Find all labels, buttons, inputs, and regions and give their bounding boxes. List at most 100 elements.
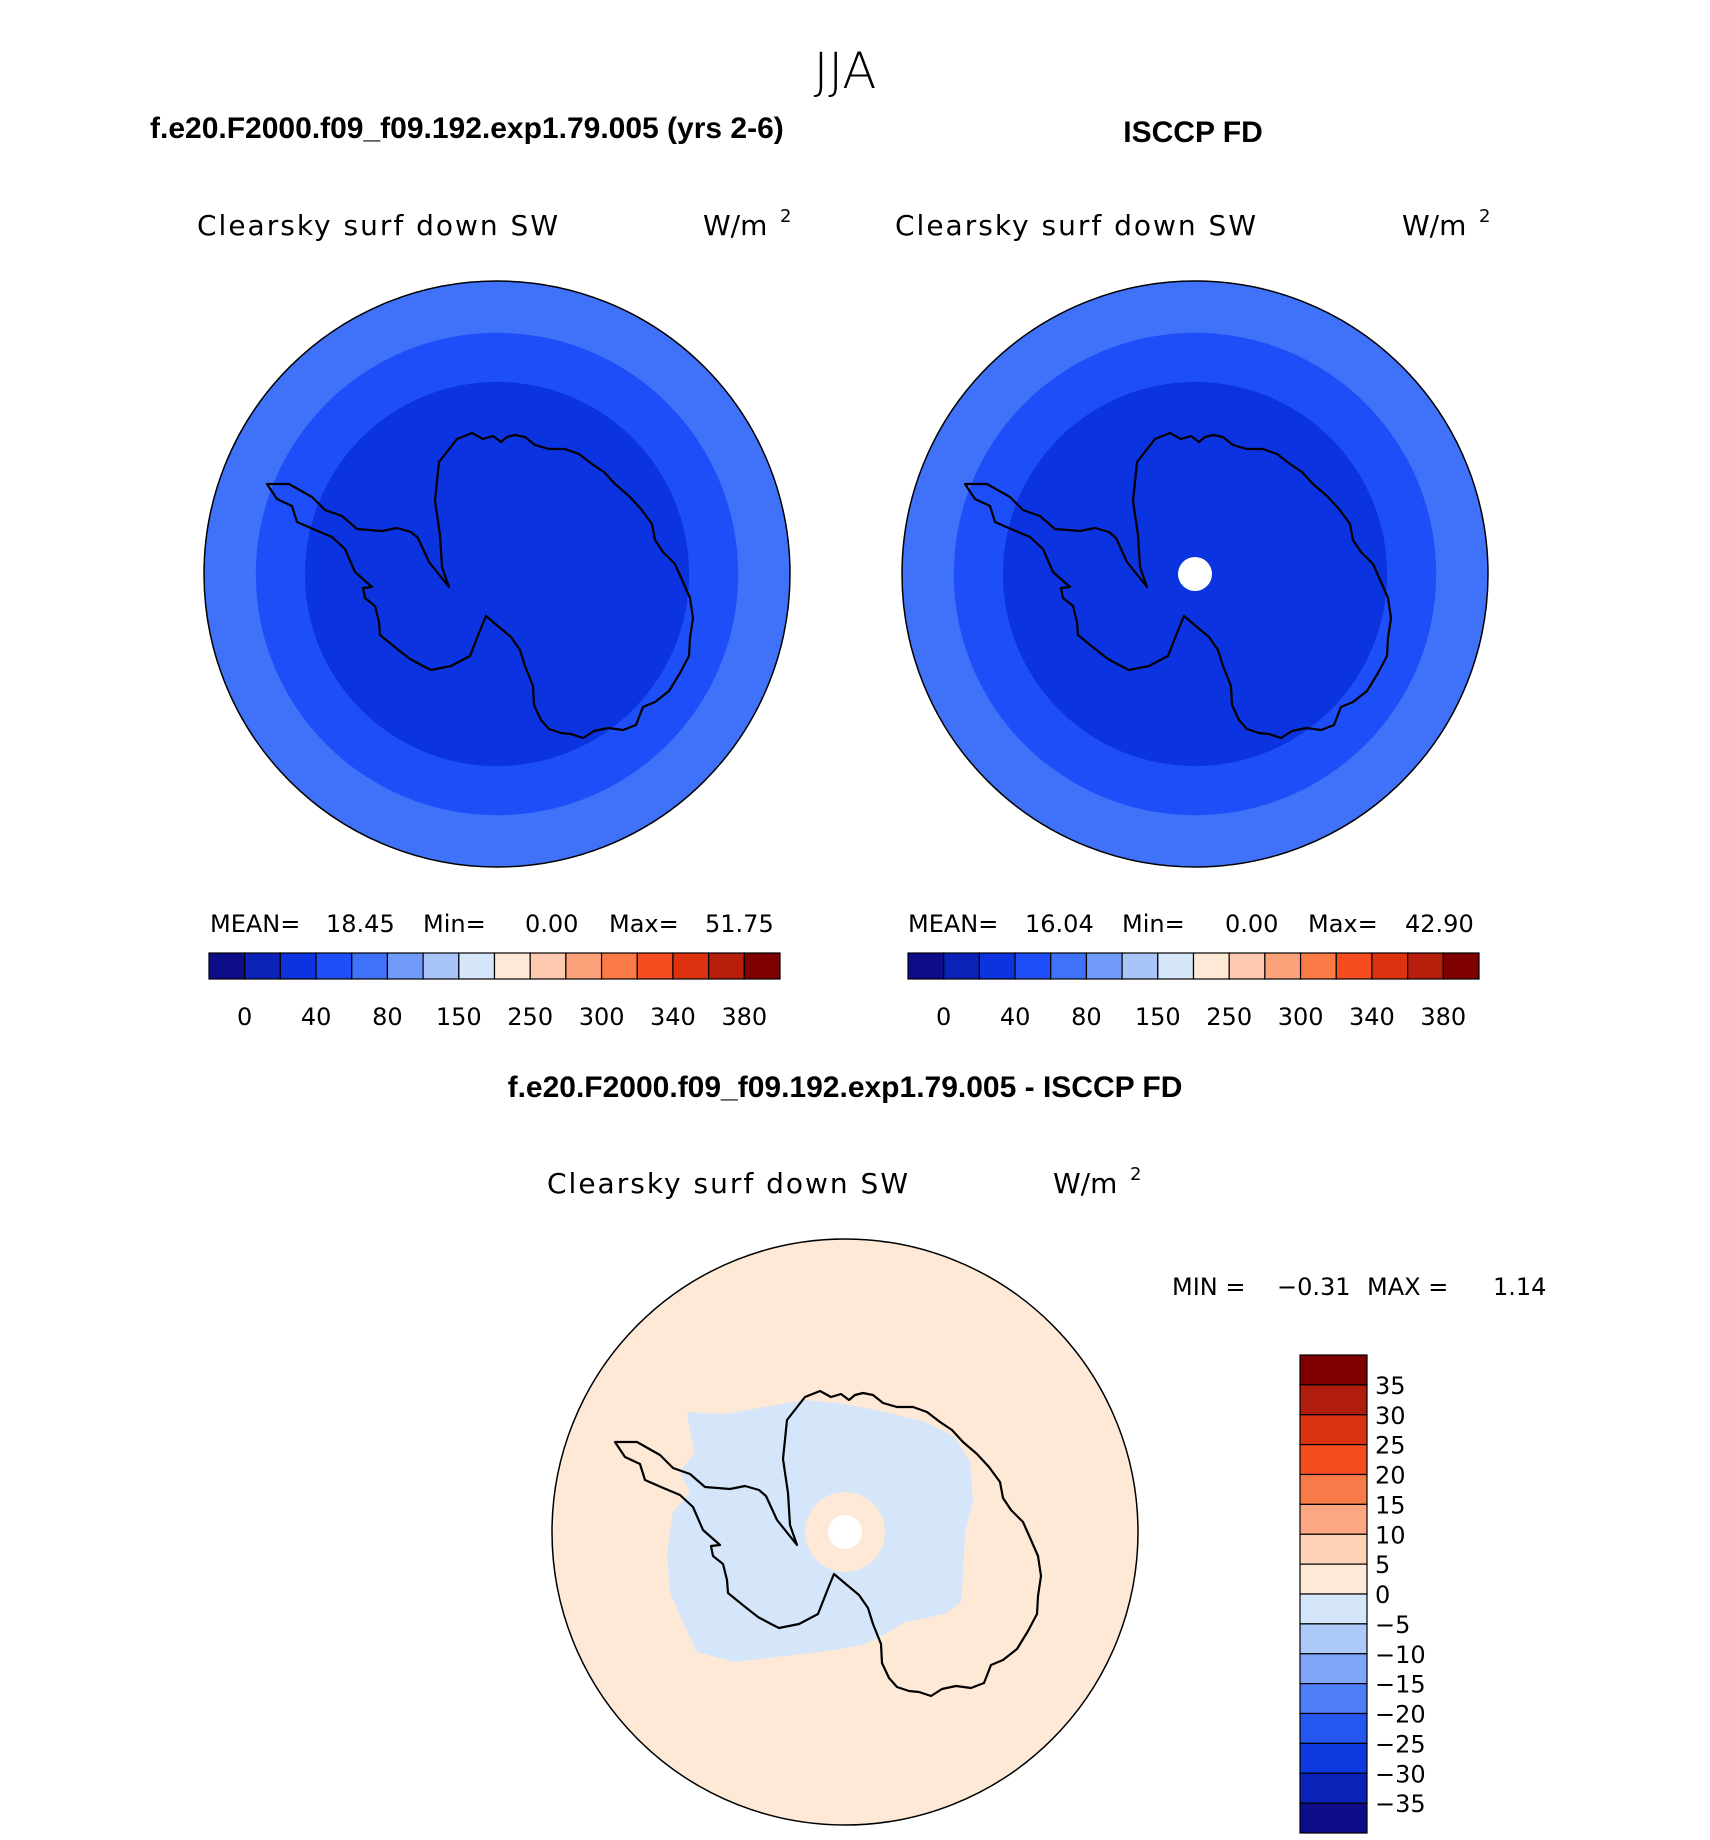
panel-difference-max-label: MAX = — [1367, 1273, 1448, 1301]
panel-difference-min-label: MIN = — [1172, 1273, 1245, 1301]
season-title: JJA — [814, 42, 877, 100]
panel-obs-min-value: 0.00 — [1225, 910, 1278, 938]
colorbar-box — [208, 952, 246, 980]
panel-obs-max-label: Max= — [1308, 910, 1378, 938]
colorbar-box — [636, 952, 674, 980]
panel-obs-mean-label: MEAN= — [908, 910, 998, 938]
colorbar-tick-label: −10 — [1375, 1641, 1426, 1669]
colorbar-tick-label: 250 — [507, 1003, 553, 1031]
missing-data-pole — [1178, 557, 1212, 591]
panel-difference-units: W/m 2 — [1053, 1164, 1141, 1200]
colorbar-box — [708, 952, 745, 980]
colorbar-box — [1299, 1533, 1368, 1565]
colorbar-tick-label: 300 — [1278, 1003, 1324, 1031]
colorbar-box — [1371, 952, 1409, 980]
colorbar-box — [672, 952, 710, 980]
panel-model-units: W/m 2 — [703, 206, 791, 242]
colorbar-box — [1407, 952, 1444, 980]
colorbar-tick-label: 150 — [436, 1003, 482, 1031]
colorbar-box — [1299, 1503, 1368, 1535]
colorbar-box — [600, 952, 638, 980]
colorbar-box — [743, 952, 781, 980]
colorbar-box — [1299, 1653, 1368, 1685]
panel-difference-case-title: f.e20.F2000.f09_f09.192.exp1.79.005 - IS… — [508, 1071, 1183, 1104]
colorbar-box — [1264, 952, 1302, 980]
map-boundary — [901, 280, 1489, 868]
colorbar-box — [244, 952, 281, 980]
colorbar-tick-label: −20 — [1375, 1701, 1426, 1729]
colorbar-tick-label: 150 — [1135, 1003, 1181, 1031]
colorbar-box — [1299, 1712, 1368, 1744]
colorbar-tick-label: 340 — [1349, 1003, 1395, 1031]
panel-model-stats: MEAN= 18.45 Min= 0.00 Max= 51.75 — [210, 910, 774, 938]
map-boundary — [203, 280, 791, 868]
panel-obs-max-value: 42.90 — [1405, 910, 1474, 938]
panel-difference-variable-label: Clearsky surf down SW — [547, 1167, 910, 1200]
panel-difference-stats: MIN = −0.31 MAX = 1.14 — [1172, 1273, 1546, 1301]
colorbar-tick-label: 0 — [1375, 1581, 1390, 1609]
panel-model-min-label: Min= — [423, 910, 486, 938]
colorbar-box — [1157, 952, 1195, 980]
panel-model-max-label: Max= — [609, 910, 679, 938]
panel-obs-units-base: W/m — [1402, 209, 1466, 242]
colorbar-box — [1299, 1354, 1368, 1386]
colorbar-box — [422, 952, 460, 980]
panel-difference-min-value: −0.31 — [1277, 1273, 1351, 1301]
panel-obs-min-label: Min= — [1122, 910, 1185, 938]
panel-difference-units-base: W/m — [1053, 1167, 1117, 1200]
panel-difference: f.e20.F2000.f09_f09.192.exp1.79.005 - IS… — [508, 1071, 1546, 1834]
colorbar-box — [1299, 1772, 1368, 1804]
colorbar-box — [1335, 952, 1373, 980]
colorbar-tick-label: 340 — [650, 1003, 696, 1031]
colorbar-tick-label: 80 — [1071, 1003, 1102, 1031]
panel-model-case-title: f.e20.F2000.f09_f09.192.exp1.79.005 (yrs… — [150, 112, 784, 145]
colorbar-box — [493, 952, 531, 980]
colorbar-box — [315, 952, 353, 980]
panel-model-mean-value: 18.45 — [326, 910, 395, 938]
colorbar-tick-label: 40 — [301, 1003, 332, 1031]
panel-difference-units-exp: 2 — [1130, 1164, 1141, 1185]
colorbar-tick-label: 380 — [1420, 1003, 1466, 1031]
colorbar-tick-label: 25 — [1375, 1432, 1406, 1460]
colorbar-tick-label: 35 — [1375, 1372, 1406, 1400]
panel-model: f.e20.F2000.f09_f09.192.exp1.79.005 (yrs… — [150, 112, 791, 1031]
panel-difference-polar-map — [551, 1238, 1139, 1826]
colorbar-box — [1442, 952, 1480, 980]
colorbar-box — [943, 952, 980, 980]
colorbar-box — [529, 952, 567, 980]
colorbar-tick-label: 40 — [1000, 1003, 1031, 1031]
colorbar-box — [279, 952, 317, 980]
panel-model-colorbar: 0 40 80 150 250 300 340 380 — [208, 952, 781, 1031]
panel-model-polar-map — [203, 280, 791, 868]
colorbar-box — [351, 952, 389, 980]
colorbar-tick-label: −30 — [1375, 1760, 1426, 1788]
colorbar-box — [1050, 952, 1088, 980]
panel-obs-stats: MEAN= 16.04 Min= 0.00 Max= 42.90 — [908, 910, 1474, 938]
colorbar-tick-label: 380 — [721, 1003, 767, 1031]
panel-obs-case-title: ISCCP FD — [1123, 116, 1262, 149]
colorbar-tick-label: −5 — [1375, 1611, 1410, 1639]
panel-obs: ISCCP FD Clearsky surf down SW W/m 2 MEA… — [895, 116, 1490, 1031]
colorbar-box — [1228, 952, 1266, 980]
panel-obs-variable-label: Clearsky surf down SW — [895, 209, 1258, 242]
colorbar-box — [1014, 952, 1052, 980]
panel-difference-max-value: 1.14 — [1493, 1273, 1546, 1301]
colorbar-tick-label: 10 — [1375, 1521, 1406, 1549]
colorbar-tick-label: −25 — [1375, 1730, 1426, 1758]
panel-obs-units: W/m 2 — [1402, 206, 1490, 242]
colorbar-tick-label: 300 — [579, 1003, 625, 1031]
colorbar-tick-label: −15 — [1375, 1671, 1426, 1699]
colorbar-tick-label: 250 — [1206, 1003, 1252, 1031]
colorbar-box — [1299, 1444, 1368, 1476]
colorbar-box — [1299, 1414, 1368, 1446]
panel-model-max-value: 51.75 — [705, 910, 774, 938]
colorbar-tick-label: 15 — [1375, 1491, 1406, 1519]
colorbar-tick-label: 0 — [936, 1003, 951, 1031]
colorbar-box — [1299, 952, 1337, 980]
panel-model-units-exp: 2 — [780, 206, 791, 227]
panel-obs-units-exp: 2 — [1479, 206, 1490, 227]
map-boundary — [551, 1238, 1139, 1826]
missing-data-pole — [828, 1515, 862, 1549]
colorbar-box — [1299, 1742, 1368, 1774]
